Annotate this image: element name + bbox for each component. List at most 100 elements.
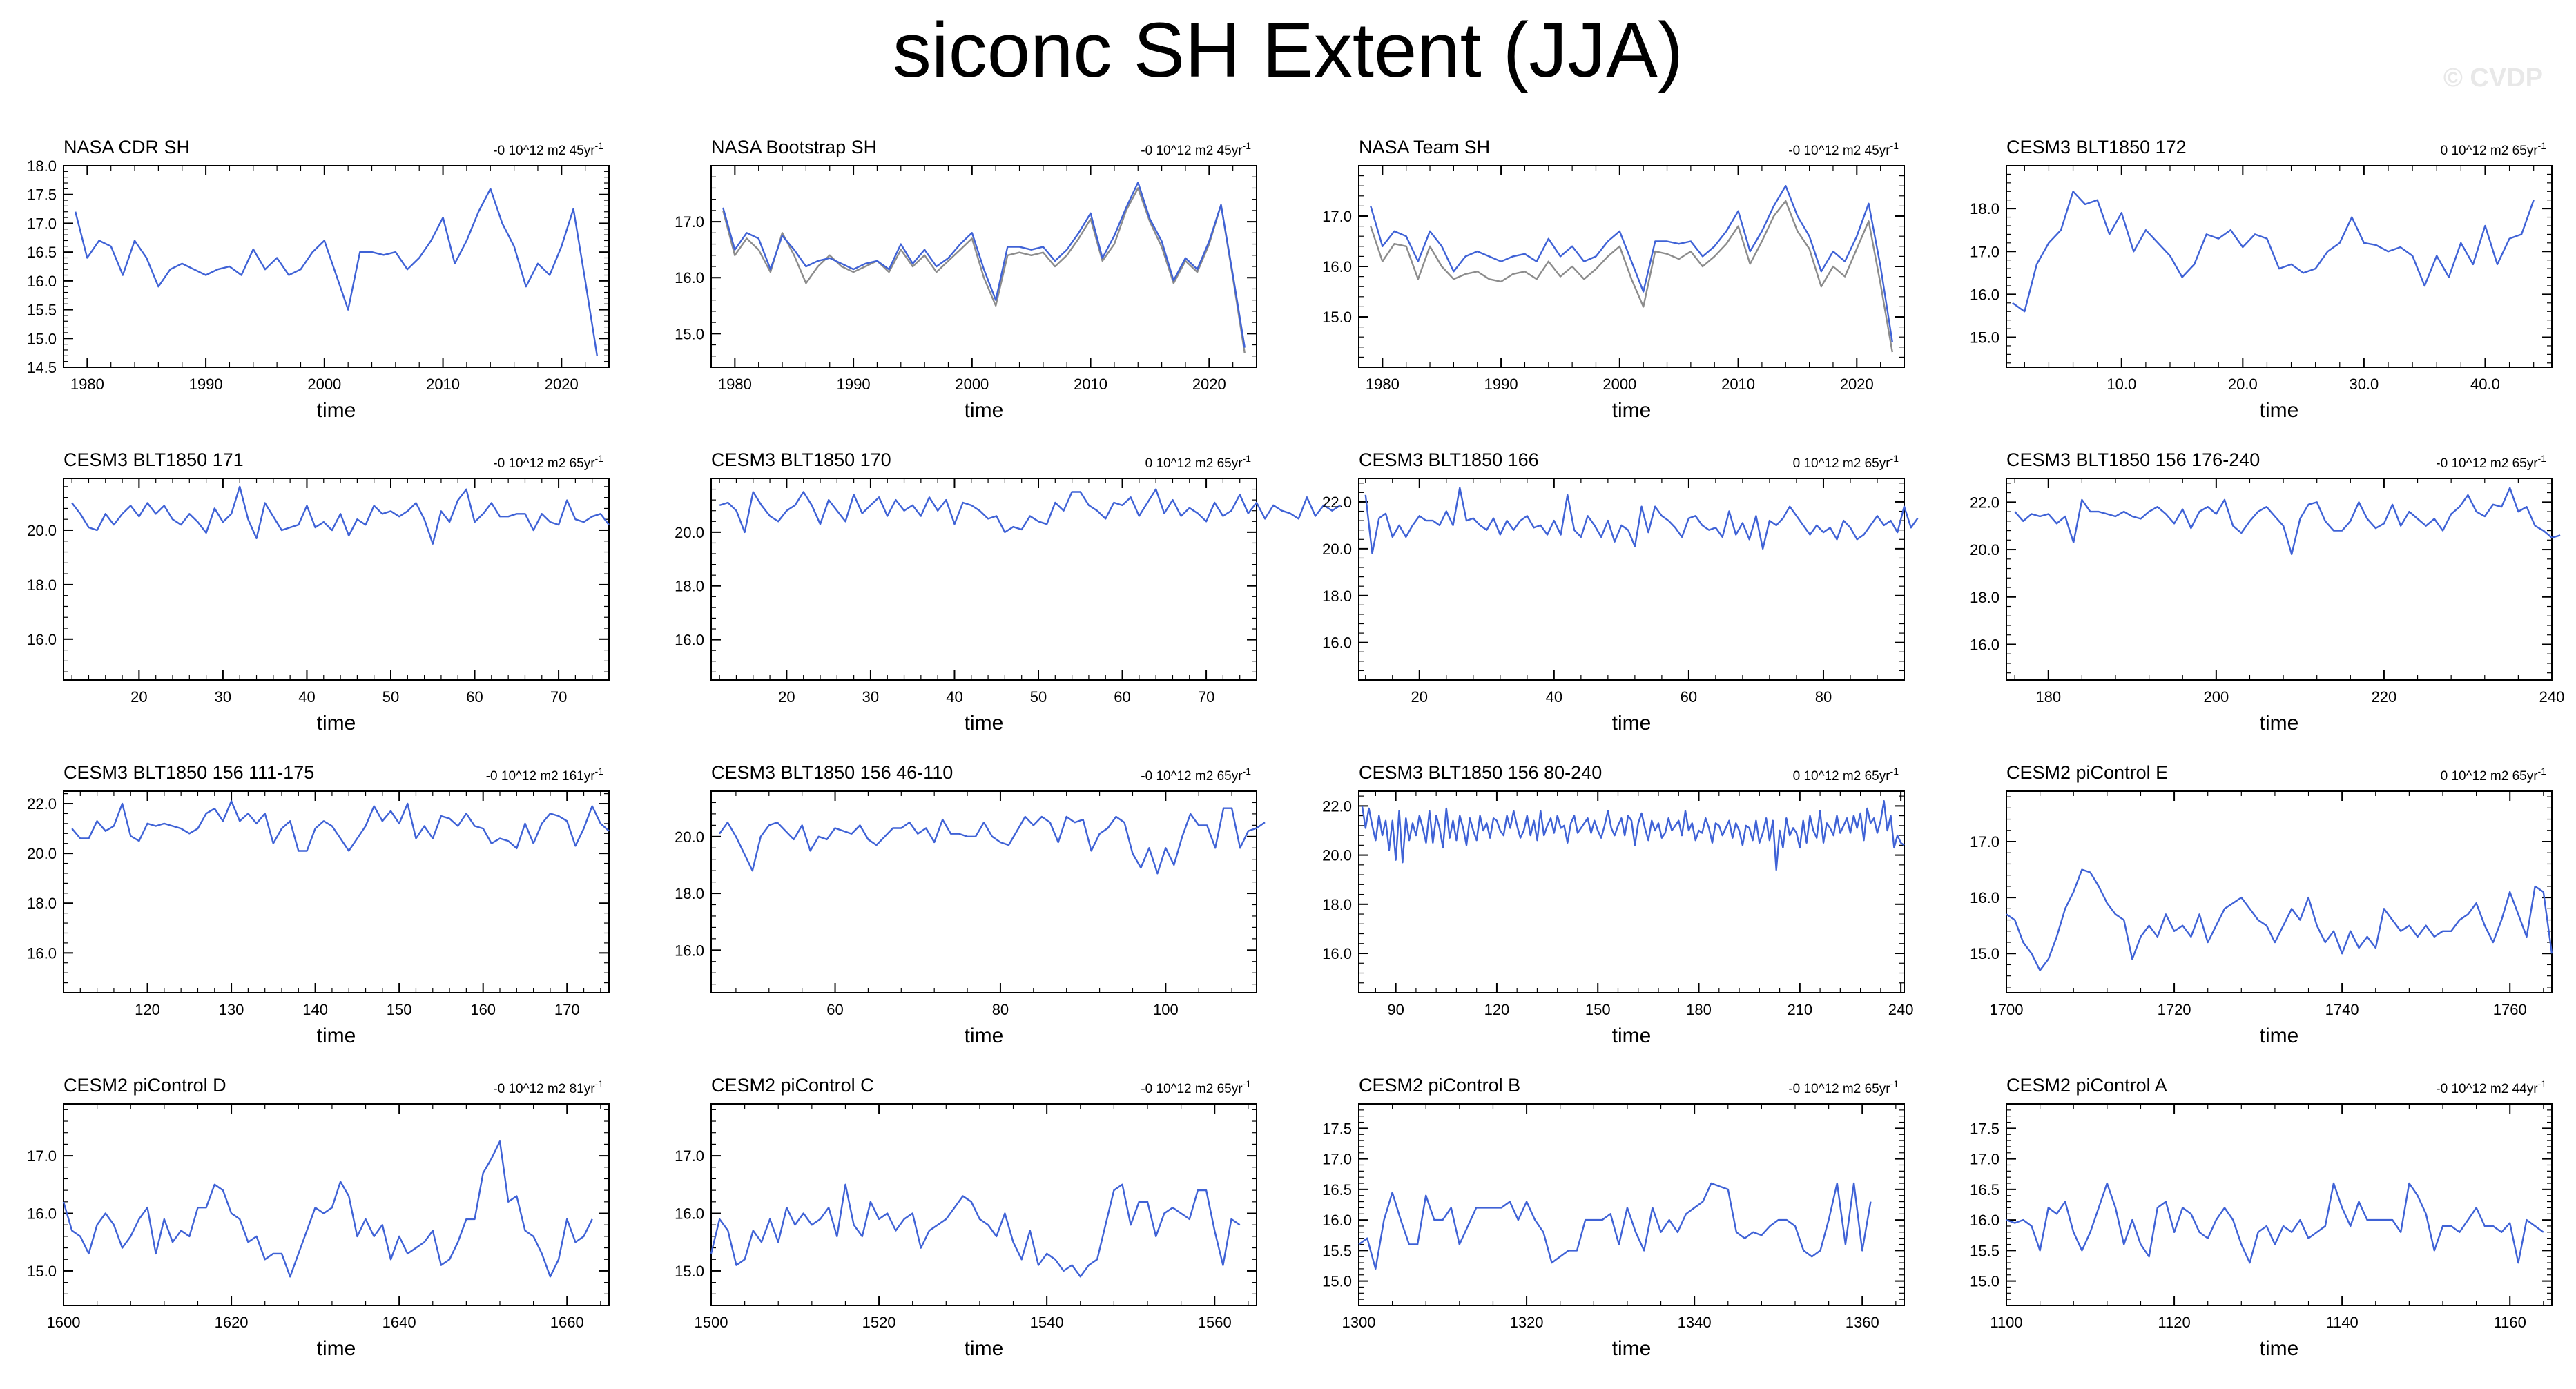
- chart-title: CESM3 BLT1850 170: [711, 449, 891, 470]
- trend-label: -0 10^12 m2 81yr-1: [493, 1078, 603, 1096]
- series-line: [1370, 200, 1893, 353]
- y-tick-label: 18.0: [675, 578, 704, 595]
- trend-label: 0 10^12 m2 65yr-1: [1793, 453, 1899, 471]
- trend-superscript: -1: [1890, 140, 1899, 151]
- series-line: [2012, 191, 2535, 313]
- x-tick-label: 10.0: [2107, 376, 2136, 393]
- y-tick-label: 20.0: [1322, 541, 1352, 558]
- y-tick-label: 16.0: [1322, 945, 1352, 962]
- x-tick-label: 100: [1153, 1001, 1179, 1018]
- series-line: [722, 187, 1246, 353]
- x-tick-label: 20: [778, 688, 795, 706]
- chart-title: CESM3 BLT1850 172: [2006, 137, 2187, 157]
- trend-label: 0 10^12 m2 65yr-1: [2441, 766, 2547, 784]
- y-tick-label: 16.0: [1322, 634, 1352, 652]
- trend-label: -0 10^12 m2 65yr-1: [2436, 453, 2546, 471]
- chart-panel: CESM3 BLT1850 156 46-110 -0 10^12 m2 65yr…: [675, 762, 1266, 1047]
- x-axis-label: time: [317, 712, 356, 735]
- x-tick-label: 1300: [1342, 1314, 1376, 1331]
- y-tick-label: 20.0: [675, 828, 704, 846]
- y-tick-label: 15.5: [27, 302, 57, 319]
- plot-frame: [710, 790, 1257, 993]
- x-tick-label: 180: [1686, 1001, 1712, 1018]
- series-line: [62, 1140, 593, 1278]
- chart-panel: CESM2 piControl D -0 10^12 m2 81yr-1 15.0 1…: [27, 1075, 610, 1360]
- chart-panel: CESM2 piControl B -0 10^12 m2 65yr-1 15.0 1…: [1322, 1075, 1905, 1360]
- x-tick-label: 2010: [1074, 376, 1107, 393]
- chart-title: CESM3 BLT1850 156 111-175: [64, 762, 314, 783]
- plot-frame: [63, 478, 610, 681]
- x-tick-label: 120: [135, 1001, 160, 1018]
- chart-panel: CESM3 BLT1850 171 -0 10^12 m2 65yr-1 16.0 1…: [27, 449, 610, 735]
- x-tick-label: 80: [992, 1001, 1009, 1018]
- x-axis-label: time: [965, 712, 1004, 735]
- x-tick-label: 60: [826, 1001, 843, 1018]
- y-tick-label: 15.0: [1322, 309, 1352, 326]
- y-tick-label: 16.0: [1970, 286, 1999, 303]
- y-tick-label: 20.0: [1322, 847, 1352, 864]
- y-tick-label: 16.0: [27, 273, 57, 290]
- trend-label: -0 10^12 m2 45yr-1: [1788, 140, 1899, 158]
- series-line: [1370, 185, 1893, 342]
- trend-label: -0 10^12 m2 44yr-1: [2436, 1078, 2546, 1096]
- chart-panel: CESM3 BLT1850 156 80-240 0 10^12 m2 65yr-…: [1322, 762, 1913, 1047]
- chart-panel: CESM2 piControl C -0 10^12 m2 65yr-1 15.0 1…: [675, 1075, 1257, 1360]
- x-tick-label: 1720: [2158, 1001, 2191, 1018]
- x-tick-label: 2020: [1192, 376, 1226, 393]
- y-tick-label: 18.0: [27, 157, 57, 175]
- x-tick-label: 40: [1546, 688, 1562, 706]
- x-tick-label: 60: [466, 688, 483, 706]
- trend-label: -0 10^12 m2 65yr-1: [493, 453, 603, 471]
- chart-panel: CESM3 BLT1850 156 176-240 -0 10^12 m2 65y…: [1970, 449, 2564, 735]
- x-axis-label: time: [1612, 1337, 1652, 1360]
- x-tick-label: 2000: [307, 376, 341, 393]
- y-tick-label: 15.0: [27, 330, 57, 347]
- y-tick-label: 15.0: [1322, 1273, 1352, 1290]
- x-tick-label: 20.0: [2228, 376, 2258, 393]
- x-tick-label: 2020: [545, 376, 579, 393]
- trend-superscript: -1: [2538, 140, 2547, 151]
- x-tick-label: 50: [1030, 688, 1047, 706]
- chart-title: NASA Team SH: [1359, 137, 1490, 157]
- series-line: [2014, 487, 2561, 556]
- x-axis-label: time: [317, 1337, 356, 1360]
- x-tick-label: 1160: [2494, 1314, 2526, 1331]
- trend-superscript: -1: [2538, 453, 2547, 464]
- x-tick-label: 150: [1585, 1001, 1611, 1018]
- x-tick-label: 180: [2035, 688, 2061, 706]
- chart-title: NASA CDR SH: [64, 137, 190, 157]
- chart-title: CESM3 BLT1850 156 80-240: [1359, 762, 1602, 783]
- series-line: [71, 800, 610, 852]
- x-tick-label: 1100: [1990, 1314, 2022, 1331]
- x-tick-label: 80: [1815, 688, 1832, 706]
- y-tick-label: 22.0: [27, 795, 57, 813]
- x-tick-label: 1540: [1030, 1314, 1064, 1331]
- series-line: [722, 182, 1246, 348]
- x-tick-label: 1740: [2325, 1001, 2359, 1018]
- plot-frame: [63, 165, 610, 368]
- x-tick-label: 1360: [1846, 1314, 1879, 1331]
- x-axis-label: time: [1612, 399, 1652, 422]
- x-tick-label: 1760: [2493, 1001, 2527, 1018]
- series-line: [1361, 799, 1905, 871]
- y-tick-label: 17.0: [1322, 1151, 1352, 1168]
- y-tick-label: 16.0: [675, 1205, 704, 1223]
- y-tick-label: 16.0: [1970, 1212, 1999, 1229]
- plot-frame: [2006, 478, 2553, 681]
- x-tick-label: 30: [215, 688, 231, 706]
- plot-frame: [2006, 1103, 2553, 1306]
- trend-superscript: -1: [1890, 453, 1899, 464]
- y-tick-label: 18.0: [1322, 896, 1352, 913]
- x-axis-label: time: [2260, 399, 2299, 422]
- y-tick-label: 22.0: [1322, 494, 1352, 511]
- x-tick-label: 2010: [1721, 376, 1755, 393]
- series-line: [2006, 868, 2553, 971]
- plot-frame: [1358, 1103, 1905, 1306]
- trend-superscript: -1: [2538, 1078, 2547, 1089]
- x-tick-label: 1990: [1484, 376, 1518, 393]
- y-tick-label: 22.0: [1970, 494, 1999, 511]
- plot-frame: [1358, 790, 1905, 993]
- x-tick-label: 2000: [1602, 376, 1636, 393]
- x-tick-label: 1980: [1366, 376, 1400, 393]
